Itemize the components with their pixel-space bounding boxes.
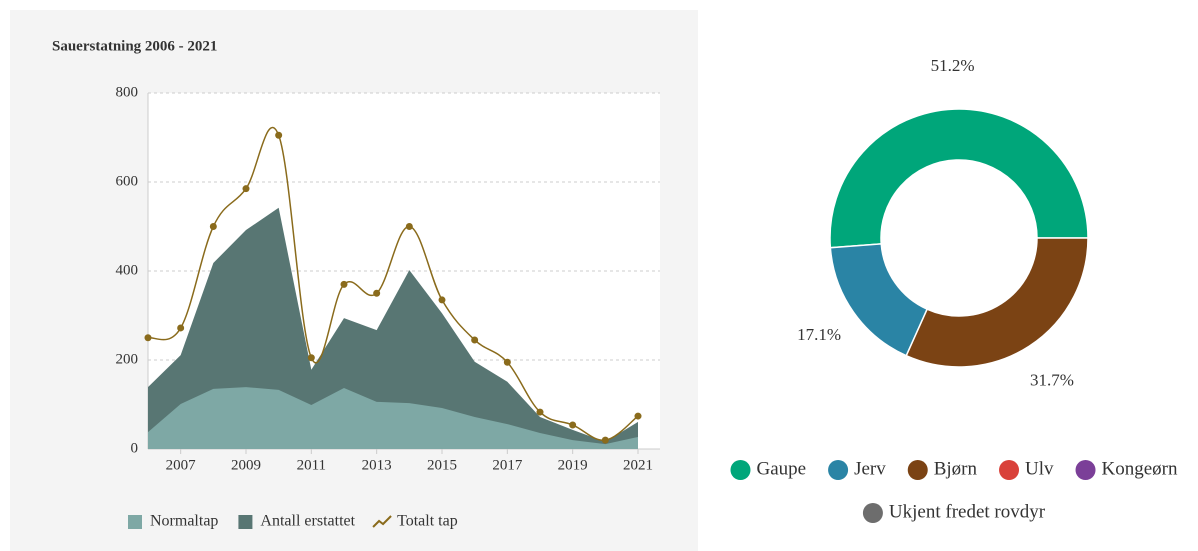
- point: [144, 334, 152, 342]
- legend-label: Normaltap: [150, 513, 218, 530]
- legend-symbol: [907, 460, 928, 480]
- point: [177, 324, 185, 332]
- data-label: 31.7%: [1030, 370, 1074, 389]
- legend-symbol: [372, 515, 392, 528]
- point: [634, 412, 642, 420]
- legend-label: Totalt tap: [397, 513, 458, 530]
- x-tick-label: 2013: [362, 457, 392, 473]
- x-tick-label: 2007: [166, 457, 197, 473]
- legend-symbol: [238, 515, 253, 529]
- point: [503, 358, 511, 366]
- legend-label: Bjørn: [934, 458, 978, 479]
- y-tick-label: 0: [131, 440, 139, 456]
- point: [601, 436, 609, 444]
- legend-symbol: [1075, 460, 1096, 480]
- x-tick-label: 2019: [558, 457, 588, 473]
- data-label: 17.1%: [797, 325, 841, 344]
- x-tick-label: 2011: [297, 457, 326, 473]
- x-tick-label: 2021: [623, 457, 653, 473]
- legend-symbol: [730, 460, 751, 480]
- point: [307, 354, 315, 362]
- point: [569, 421, 577, 429]
- slice: [829, 243, 929, 357]
- point: [340, 280, 348, 288]
- legend-label: Jerv: [854, 458, 886, 479]
- y-tick-label: 200: [116, 351, 139, 367]
- slice: [905, 237, 1089, 368]
- slice: [829, 108, 1089, 249]
- legend-symbol: [862, 503, 883, 523]
- chart-title: Sauerstatning 2006 - 2021: [52, 38, 217, 54]
- point: [471, 336, 479, 344]
- point: [438, 296, 446, 304]
- data-label: 51.2%: [931, 56, 975, 75]
- legend-symbol: [828, 460, 849, 480]
- y-tick-label: 400: [116, 262, 139, 278]
- legend-symbol: [128, 515, 142, 529]
- point: [373, 289, 381, 297]
- legend-label: Gaupe: [756, 458, 806, 479]
- area: [148, 207, 638, 449]
- point: [536, 408, 544, 416]
- legend-symbol: [999, 460, 1020, 480]
- x-tick-label: 2017: [492, 457, 523, 473]
- point: [275, 131, 283, 139]
- legend-label: Ulv: [1025, 458, 1054, 479]
- y-tick-label: 600: [116, 173, 139, 189]
- legend-label: Antall erstattet: [260, 513, 355, 530]
- x-tick-label: 2015: [427, 457, 457, 473]
- area: [148, 387, 638, 449]
- legend-label: Kongeørn: [1102, 458, 1178, 479]
- point: [405, 223, 413, 230]
- x-tick-label: 2009: [231, 457, 261, 473]
- point: [209, 223, 217, 230]
- point: [242, 185, 250, 193]
- legend-label: Ukjent fredet rovdyr: [889, 501, 1046, 522]
- y-tick-label: 800: [116, 84, 139, 100]
